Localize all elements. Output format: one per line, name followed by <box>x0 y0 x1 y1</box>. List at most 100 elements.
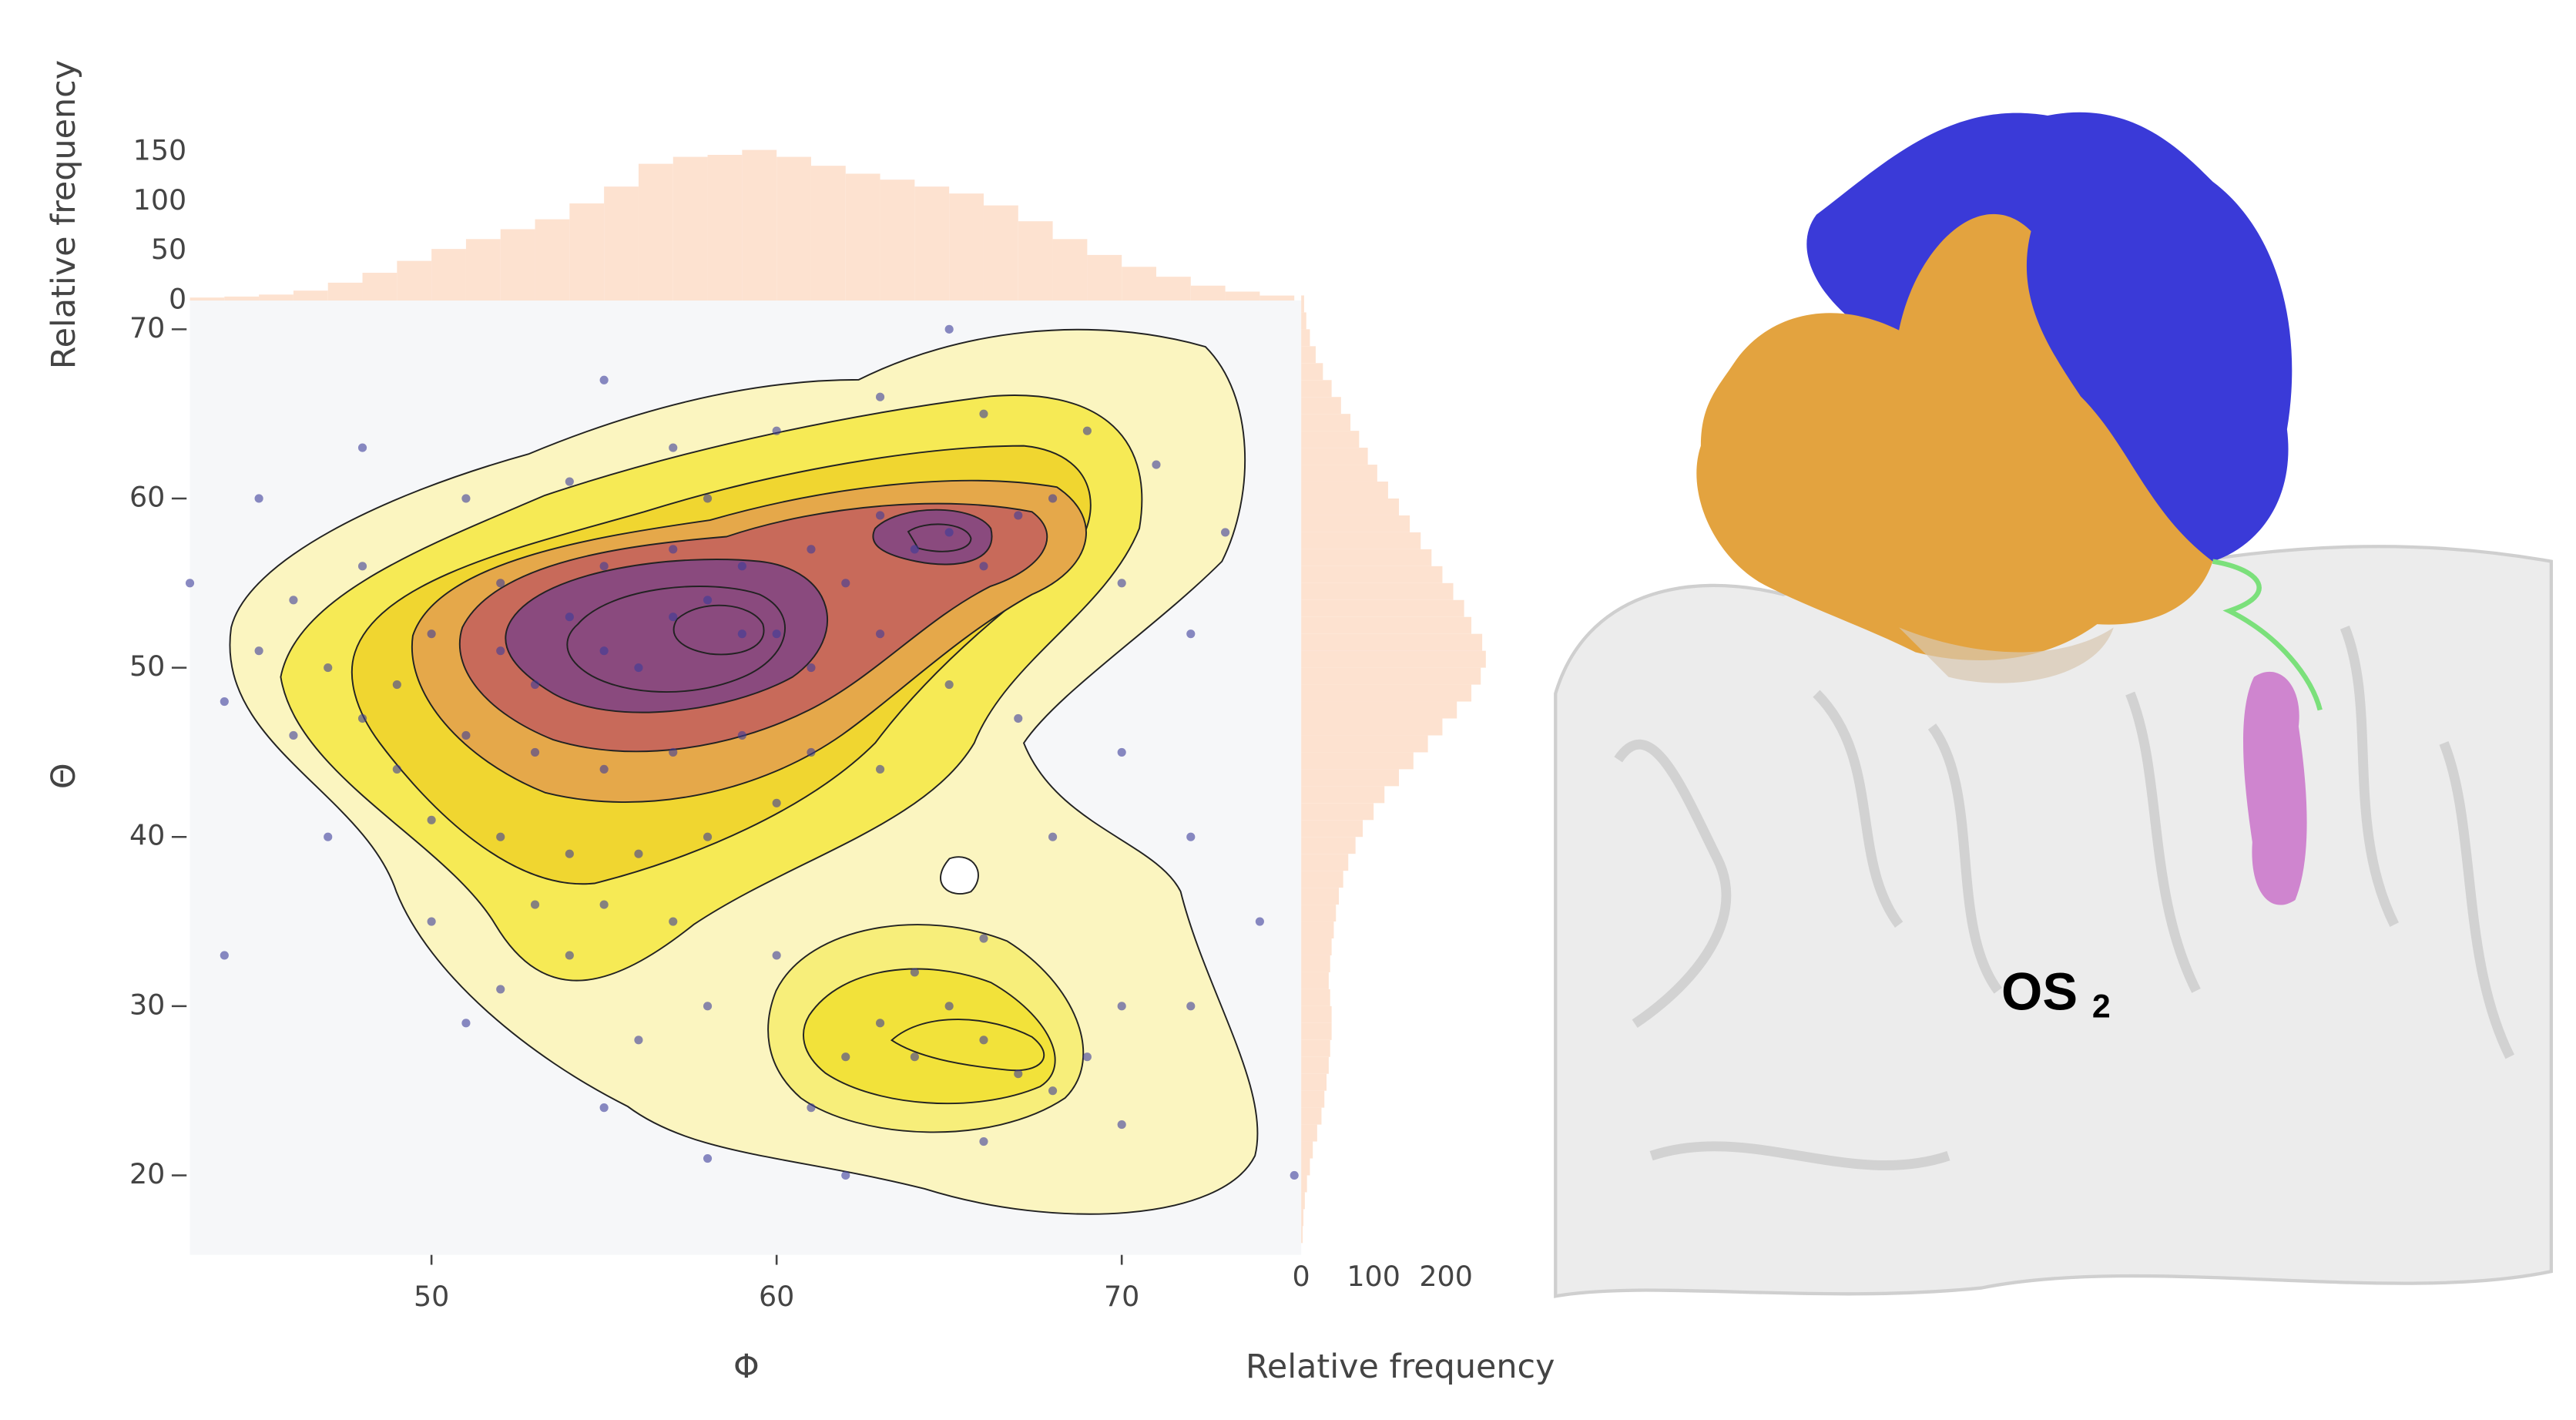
histogram-bar <box>397 260 432 301</box>
histogram-bar <box>465 239 501 301</box>
histogram-bar <box>1301 735 1428 753</box>
histogram-bar <box>224 296 260 301</box>
scatter-point <box>1117 1120 1126 1130</box>
histogram-bar <box>1301 633 1483 651</box>
histogram-bar <box>1301 498 1400 515</box>
histogram-bar <box>1301 465 1377 482</box>
scatter-point <box>1048 494 1058 503</box>
scatter-point <box>875 1019 885 1028</box>
histogram-bar <box>810 166 846 301</box>
scatter-point <box>392 764 401 774</box>
scatter-point <box>1082 1052 1092 1062</box>
histogram-bar <box>845 173 880 301</box>
histogram-bar <box>983 205 1018 301</box>
histogram-bar <box>1301 888 1340 905</box>
y-tick-label: 0 <box>169 283 186 316</box>
scatter-point <box>807 1103 816 1113</box>
histogram-bar <box>1301 905 1337 922</box>
x-axis-label: Φ <box>733 1348 760 1386</box>
scatter-point <box>979 934 988 943</box>
scatter-point <box>772 951 781 960</box>
scatter-point <box>669 917 678 926</box>
scatter-point <box>599 562 609 571</box>
histogram-bar <box>914 186 950 301</box>
scatter-point <box>772 426 781 435</box>
scatter-point <box>1117 1002 1126 1011</box>
scatter-point <box>1186 832 1196 841</box>
scatter-point <box>565 477 574 486</box>
histogram-bar <box>1301 684 1472 702</box>
histogram-bar <box>673 156 708 301</box>
scatter-point <box>324 832 333 841</box>
scatter-point <box>220 697 229 707</box>
histogram-bar <box>707 155 743 301</box>
histogram-bar <box>1301 938 1332 955</box>
scatter-point <box>1255 917 1264 926</box>
histogram-bar <box>776 156 811 301</box>
scatter-point <box>944 528 954 537</box>
scatter-point <box>1048 1086 1058 1096</box>
scatter-point <box>737 730 746 740</box>
histogram-bar <box>1156 277 1191 301</box>
scatter-point <box>841 1052 850 1062</box>
scatter-point <box>461 494 471 503</box>
histogram-bar <box>1301 1175 1307 1193</box>
histogram-bar <box>1301 1056 1329 1074</box>
histogram-bar <box>1301 397 1341 415</box>
scatter-point <box>1290 1170 1299 1180</box>
scatter-point <box>1186 1002 1196 1011</box>
histogram-bar <box>259 294 293 301</box>
scatter-point <box>530 900 540 909</box>
histogram-bar <box>1301 616 1472 634</box>
x-tick-label: 60 <box>759 1280 794 1313</box>
histogram-bar <box>949 193 984 301</box>
histogram-bar <box>1087 254 1122 301</box>
histogram-bar <box>1301 1073 1327 1091</box>
region-label-subscript: 2 <box>2092 989 2111 1026</box>
histogram-bar <box>1225 291 1260 301</box>
histogram-bar <box>1301 1005 1332 1023</box>
histogram-bar <box>500 229 535 301</box>
histogram-bar <box>1301 1107 1322 1125</box>
scatter-point <box>427 917 436 926</box>
scatter-point <box>496 646 505 656</box>
histogram-bar <box>742 149 777 301</box>
histogram-bar <box>1301 650 1486 668</box>
y-tick-label: 40 <box>129 819 165 852</box>
scatter-point <box>1014 1069 1023 1079</box>
scatter-point <box>461 1019 471 1028</box>
histogram-bar <box>1301 871 1343 888</box>
scatter-point <box>599 900 609 909</box>
scatter-point <box>910 545 919 554</box>
scatter-point <box>944 324 954 334</box>
scatter-point <box>254 646 263 656</box>
scatter-point <box>357 443 367 452</box>
histogram-bar <box>1018 221 1053 301</box>
scatter-point <box>1048 832 1058 841</box>
region-label: OS <box>2001 962 2078 1021</box>
x-tick-label: 200 <box>1419 1260 1473 1293</box>
y-tick-label: 60 <box>129 480 165 513</box>
histogram-bar <box>1301 482 1388 499</box>
protein-render <box>1554 112 2553 1298</box>
scatter-point <box>392 680 401 690</box>
scatter-point <box>944 1002 954 1011</box>
scatter-point <box>703 1153 713 1163</box>
histogram-bar <box>293 290 328 301</box>
histogram-bar <box>1301 803 1374 821</box>
scatter-point <box>427 815 436 824</box>
scatter-point <box>461 730 471 740</box>
scatter-point <box>841 1170 850 1180</box>
histogram-bar <box>1301 431 1360 448</box>
y-axis-label: Θ <box>45 763 83 789</box>
histogram-bar <box>1052 239 1088 301</box>
y-axis-label: Relative frequency <box>45 60 83 369</box>
histogram-bar <box>1301 1022 1332 1040</box>
histogram-bar <box>1301 329 1310 347</box>
scatter-point <box>703 494 713 503</box>
scatter-point <box>807 545 816 554</box>
histogram-bar <box>1259 295 1295 301</box>
scatter-point <box>703 832 713 841</box>
histogram-bar <box>1301 363 1323 381</box>
